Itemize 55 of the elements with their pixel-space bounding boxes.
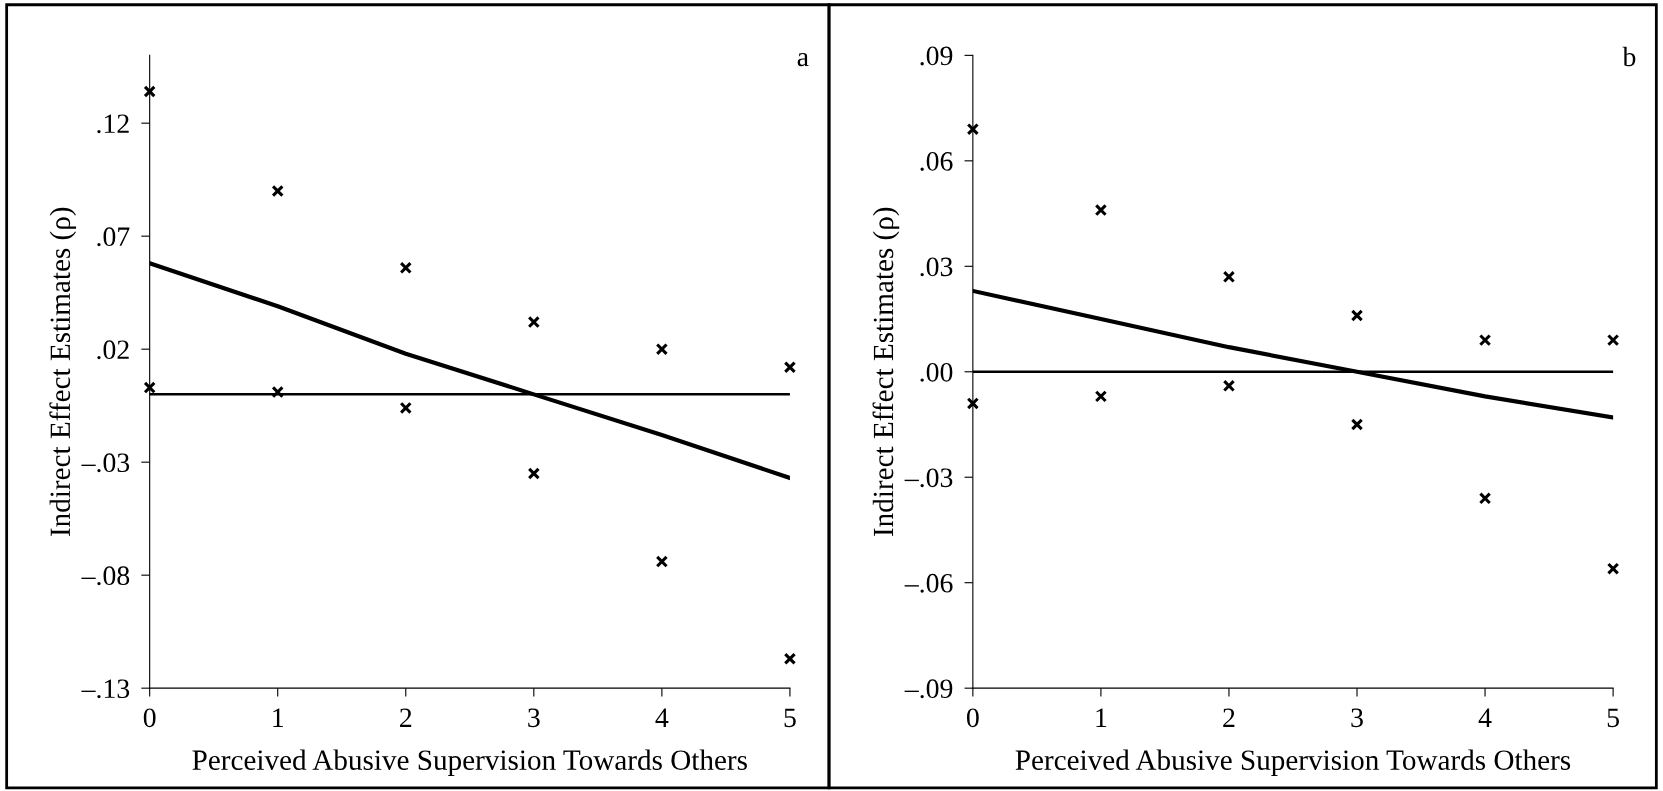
x-tick-label: 2 xyxy=(1223,708,1235,727)
y-tick-label: –.09 xyxy=(904,679,953,699)
point xyxy=(1350,309,1364,322)
point xyxy=(1094,203,1108,217)
point xyxy=(966,123,980,136)
point xyxy=(271,184,284,198)
x-tick-label: 0 xyxy=(143,708,156,728)
point xyxy=(399,401,412,415)
point xyxy=(1606,562,1620,575)
point xyxy=(143,381,156,394)
y-tick-label: –.13 xyxy=(81,679,130,699)
x-axis-title: Perceived Abusive Supervision Towards Others xyxy=(1015,749,1571,776)
y-axis-title: Indirect Effect Estimates (ρ) xyxy=(872,207,900,537)
point xyxy=(1478,333,1492,347)
y-tick-label: –.03 xyxy=(904,468,953,488)
x-tick-label: 4 xyxy=(1478,708,1492,727)
y-tick-label: –.06 xyxy=(904,573,953,593)
y-tick-label: .07 xyxy=(97,227,130,247)
point xyxy=(527,467,541,480)
y-tick-label: –.08 xyxy=(81,566,130,586)
x-tick-label: 3 xyxy=(528,708,540,728)
point xyxy=(655,555,669,568)
point xyxy=(1606,333,1620,347)
point xyxy=(783,361,797,374)
y-tick-label: .00 xyxy=(920,362,953,382)
point xyxy=(143,85,156,98)
point xyxy=(1222,379,1236,393)
x-tick-label: 5 xyxy=(784,708,796,728)
point xyxy=(399,261,412,274)
x-tick-label: 1 xyxy=(1096,708,1107,727)
point xyxy=(655,342,669,356)
x-tick-label: 2 xyxy=(400,708,412,727)
y-tick-label: .03 xyxy=(920,257,953,277)
y-tick-label: –.03 xyxy=(81,453,130,473)
text: a xyxy=(797,52,809,67)
x-tick-label: 3 xyxy=(1351,708,1363,728)
x-tick-label: 5 xyxy=(1607,708,1619,728)
y-tick-label: .09 xyxy=(920,46,953,66)
point xyxy=(1222,270,1236,284)
y-tick-label: .06 xyxy=(920,152,953,171)
x-tick-label: 1 xyxy=(273,708,283,727)
y-tick-label: .12 xyxy=(97,114,129,134)
point xyxy=(1094,390,1108,403)
point xyxy=(783,652,797,665)
point xyxy=(527,315,541,329)
y-tick-label: .02 xyxy=(97,340,129,360)
point xyxy=(271,385,284,399)
point xyxy=(966,397,980,410)
y-axis-title: Indirect Effect Estimates (ρ) xyxy=(49,207,77,537)
point xyxy=(1478,492,1492,505)
point xyxy=(1350,418,1364,431)
text: b xyxy=(1622,46,1636,67)
x-tick-label: 4 xyxy=(655,708,669,727)
x-tick-label: 0 xyxy=(966,708,979,728)
x-axis-title: Perceived Abusive Supervision Towards Others xyxy=(192,749,747,776)
